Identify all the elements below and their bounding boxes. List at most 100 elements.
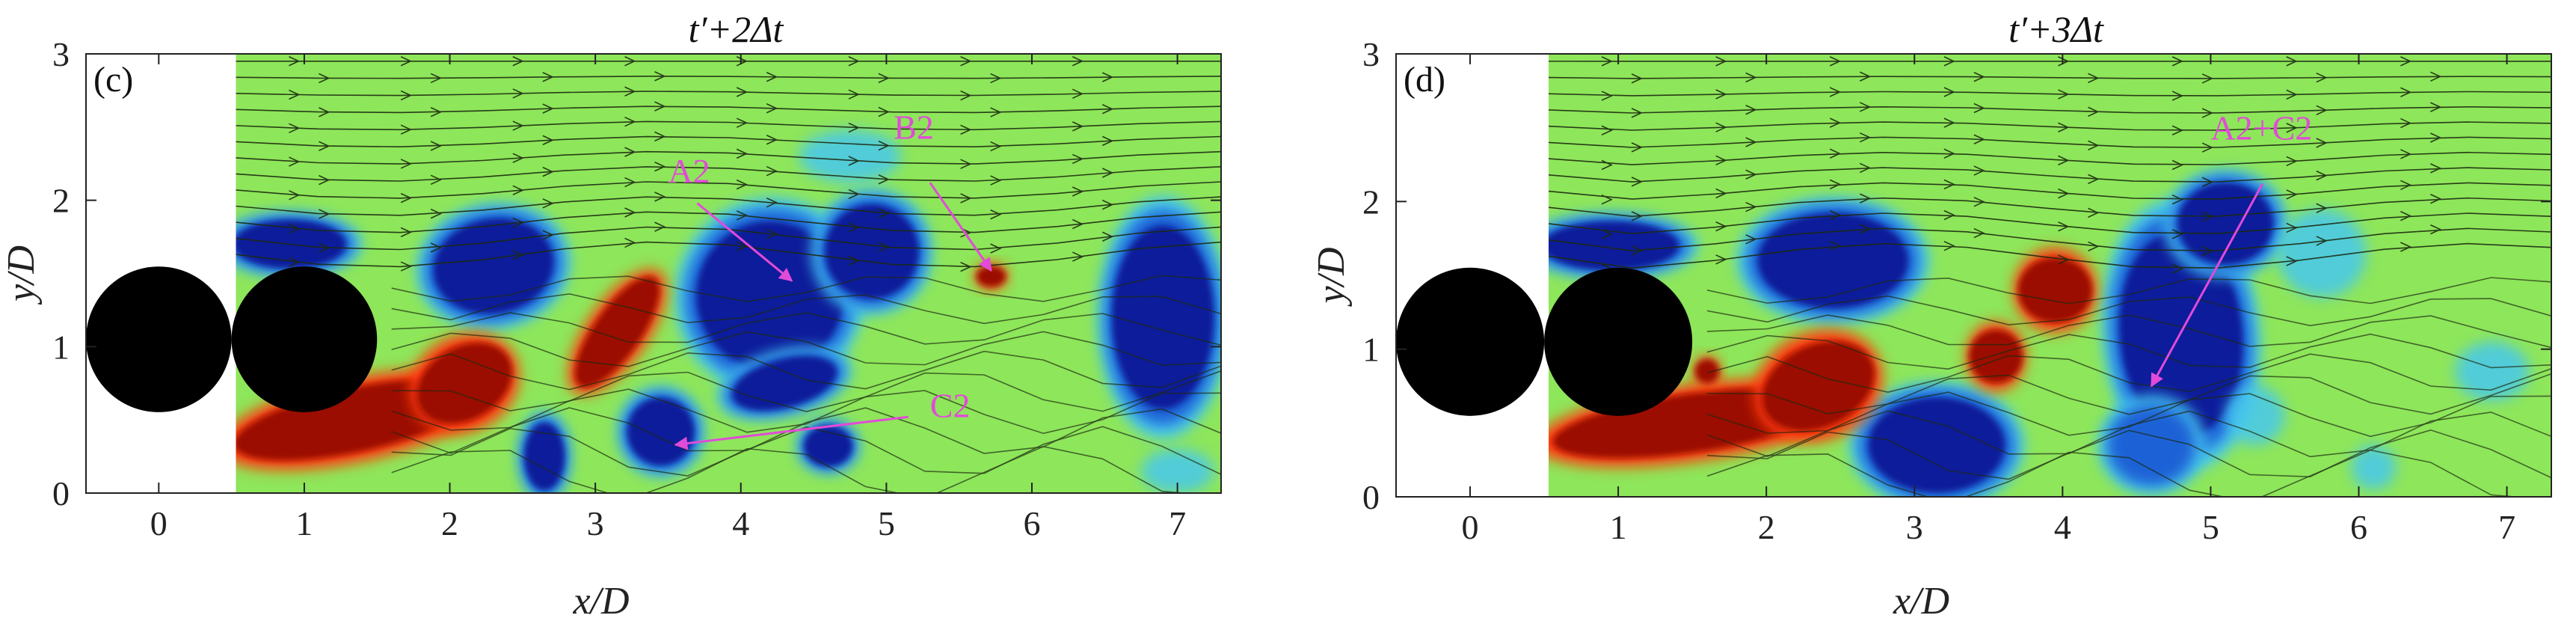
x-tick-label: 4 (2054, 508, 2071, 546)
streamline-arrow (1859, 132, 1872, 143)
streamline-arrow (766, 197, 778, 208)
streamline-arrow (1745, 137, 1757, 147)
y-axis-label: y/D (1310, 247, 1353, 307)
panel-label: (c) (93, 60, 133, 100)
vortex-negative-4 (717, 347, 852, 420)
streamline-arrow (2088, 207, 2100, 218)
streamline-arrow (289, 56, 301, 67)
x-tick-label: 2 (1758, 508, 1775, 546)
plot-frame (85, 53, 1222, 494)
streamline-arrow (1859, 162, 1872, 174)
streamline-arrow (736, 117, 748, 128)
streamline-arrow (1101, 199, 1114, 210)
streamline-arrow (1859, 224, 1872, 234)
streamline-arrow (1601, 91, 1613, 101)
streamline-arrow (2088, 106, 2100, 117)
streamline-arrow (1072, 56, 1084, 67)
y-tick-label: 3 (52, 35, 70, 73)
streamline-arrow (512, 249, 524, 260)
streamline-arrow (2430, 71, 2442, 82)
streamline-arrow (2088, 73, 2100, 84)
streamline (1549, 151, 2551, 165)
streamline (236, 91, 1221, 97)
annotation-arrow-1 (929, 182, 992, 272)
y-tick-label: 1 (52, 328, 70, 366)
streamline-arrow (319, 141, 331, 151)
streamline-arrow (2430, 163, 2442, 174)
streamline (236, 150, 1221, 165)
streamline (1549, 105, 2551, 114)
annotation-label-B2: B2 (894, 108, 934, 146)
panel-label: (d) (1404, 60, 1445, 100)
streamline-arrow (990, 141, 1002, 152)
x-tick-label: 0 (1462, 508, 1479, 546)
streamline-arrow (1715, 254, 1727, 265)
streamline (1549, 167, 2551, 183)
annotation-label-A2+C2: A2+C2 (2210, 108, 2312, 147)
cylinder-2 (231, 266, 378, 412)
streamline-arrow (1745, 72, 1757, 83)
streamline-arrow (2286, 56, 2298, 67)
cylinder-1 (86, 266, 232, 412)
streamline-arrow (1943, 179, 1955, 190)
vortex-negative_weak-10 (1140, 449, 1214, 493)
panel-title: t′+2Δt (689, 8, 784, 50)
streamline-arrow (1101, 104, 1114, 114)
streamline-arrow (1943, 209, 1955, 221)
streamline-arrow (289, 89, 301, 100)
streamline-arrow (1973, 227, 1985, 239)
streamline-arrow (2286, 256, 2298, 266)
streamlines (236, 56, 1221, 493)
streamline (1549, 76, 2551, 79)
streamline-arrow (2058, 254, 2070, 265)
streamline (1706, 353, 2551, 394)
streamline-arrow (2430, 194, 2442, 204)
streamline-arrow (2088, 241, 2100, 252)
streamline-arrow (848, 89, 860, 100)
streamline (391, 426, 1221, 477)
streamline-arrow (1072, 121, 1084, 132)
streamline-arrow (2316, 236, 2328, 246)
streamline-arrow (848, 56, 860, 67)
streamline-arrow (2400, 87, 2412, 97)
streamline-arrow (1631, 245, 1643, 256)
streamline-arrow (766, 103, 778, 114)
x-tick-label: 0 (150, 504, 167, 542)
streamline-arrow (654, 101, 666, 111)
streamline-arrow (736, 56, 748, 67)
streamline (391, 331, 1221, 367)
streamline-arrow (624, 116, 636, 127)
plot-frame (1395, 53, 2552, 498)
streamline (1706, 410, 2551, 458)
streamline-arrow (430, 174, 443, 186)
streamline-arrow (1601, 194, 1613, 205)
streamline (236, 166, 1221, 182)
streamline-arrow (848, 255, 860, 266)
streamline-arrow (1973, 197, 1985, 207)
streamline-arrow (289, 190, 301, 201)
streamline (1706, 449, 2522, 497)
streamline-arrow (766, 72, 778, 82)
streamline-arrow (2400, 242, 2412, 252)
streamline-arrow (2171, 125, 2184, 136)
streamline (391, 388, 1221, 435)
streamline-arrow (1101, 168, 1114, 178)
streamline-arrow (2088, 140, 2100, 151)
streamline-arrow (400, 227, 413, 238)
streamline-arrow (542, 72, 554, 82)
streamline-arrow (960, 56, 972, 67)
streamline-arrow (1745, 234, 1757, 245)
streamline-arrow (1829, 148, 1842, 159)
streamline-arrow (2171, 56, 2184, 67)
streamline-arrow (1973, 72, 1985, 82)
streamline-arrow (848, 156, 860, 166)
vortex-positive-13 (568, 269, 666, 395)
vortex-negative-5 (618, 387, 704, 477)
vortex-positive-14 (974, 263, 1008, 290)
streamline (1706, 314, 2551, 349)
annotation-label-C2: C2 (930, 386, 971, 424)
x-tick-label: 7 (1169, 504, 1186, 542)
y-tick-label: 3 (1362, 35, 1380, 73)
y-tick-label: 1 (1362, 331, 1380, 369)
vortex-negative-1 (1736, 198, 1929, 324)
